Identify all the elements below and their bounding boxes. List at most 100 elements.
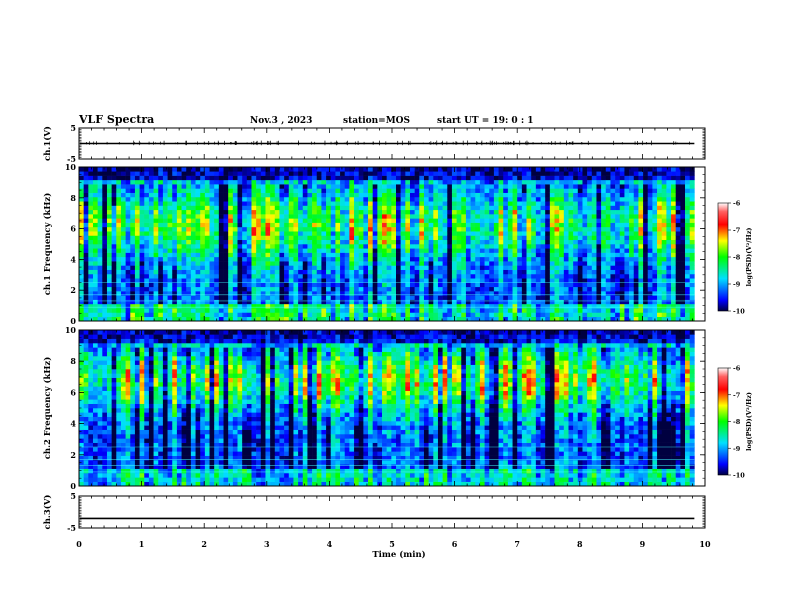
ch1-spectrogram-cell <box>601 184 606 189</box>
ch1-spectrogram-cell <box>172 278 177 283</box>
ch1-spectrogram-cell <box>140 257 145 262</box>
ch1-spectrogram-cell <box>457 197 462 202</box>
ch1-spectrogram-cell <box>251 261 256 266</box>
ch1-spectrogram-cell <box>349 193 354 198</box>
ch1-spectrogram-cell <box>321 248 326 253</box>
ch1-spectrogram-cell <box>191 304 196 309</box>
ch1-spectrogram-cell <box>130 244 135 249</box>
ch1-spectrogram-cell <box>275 300 280 305</box>
ch1-spectrogram-cell <box>340 283 345 288</box>
ch1-spectrogram-cell <box>331 283 336 288</box>
ch1-spectrogram-cell <box>331 231 336 236</box>
ch1-spectrogram-cell <box>648 167 653 172</box>
ch1-spectrogram-cell <box>405 180 410 185</box>
ch1-spectrogram-cell <box>345 295 350 300</box>
ch1-spectrogram-cell <box>624 167 629 172</box>
ch1-spectrogram-cell <box>415 278 420 283</box>
ch1-spectrogram-cell <box>643 248 648 253</box>
ch1-spectrogram-cell <box>354 274 359 279</box>
ch1-spectrogram-cell <box>615 193 620 198</box>
ch1-spectrogram-cell <box>84 308 89 313</box>
ch1-spectrogram-cell <box>419 261 424 266</box>
ch1-spectrogram-cell <box>559 270 564 275</box>
ch1-spectrogram-cell <box>158 261 163 266</box>
ch1-spectrogram-cell <box>517 287 522 292</box>
ch1-spectrogram-cell <box>307 295 312 300</box>
ch1-spectrogram-cell <box>391 287 396 292</box>
ch1-spectrogram-cell <box>457 223 462 228</box>
ch1-spectrogram-cell <box>228 287 233 292</box>
ch1-spectrogram-cell <box>592 180 597 185</box>
ch1-spectrogram-cell <box>93 312 98 317</box>
ch1-spectrogram-cell <box>377 244 382 249</box>
ch1-spectrogram-cell <box>666 261 671 266</box>
ch1-spectrogram-cell <box>433 171 438 176</box>
ch1-spectrogram-cell <box>121 197 126 202</box>
ch1-spectrogram-cell <box>144 235 149 240</box>
ch1-spectrogram-cell <box>499 201 504 206</box>
ch1-spectrogram-cell <box>112 167 117 172</box>
ch1-spectrogram-cell <box>228 283 233 288</box>
ch1-spectrogram-cell <box>112 201 117 206</box>
ch1-spectrogram-cell <box>219 253 224 258</box>
ch1-spectrogram-cell <box>606 206 611 211</box>
ch1-spectrogram-cell <box>345 176 350 181</box>
ch1-spectrogram-cell <box>596 206 601 211</box>
ch1-spectrogram-cell <box>354 257 359 262</box>
ch1-spectrogram-cell <box>466 270 471 275</box>
ch1-spectrogram-cell <box>233 261 238 266</box>
ch1-spectrogram-cell <box>228 295 233 300</box>
ch1-spectrogram-cell <box>433 235 438 240</box>
ch1-spectrogram-cell <box>126 244 131 249</box>
ch1-spectrogram-cell <box>410 240 415 245</box>
ch1-spectrogram-cell <box>401 287 406 292</box>
ch1-spectrogram-cell <box>270 295 275 300</box>
ch1-spectrogram-cell <box>541 244 546 249</box>
ch1-spectrogram-cell <box>205 223 210 228</box>
ch1-spectrogram-cell <box>321 287 326 292</box>
ch1-spectrogram-cell <box>205 274 210 279</box>
ch1-spectrogram-cell <box>545 308 550 313</box>
ch1-spectrogram-cell <box>321 193 326 198</box>
ch1-spectrogram-cell <box>149 201 154 206</box>
ch1-spectrogram-cell <box>349 253 354 258</box>
ch1-spectrogram-cell <box>471 257 476 262</box>
ch1-spectrogram-cell <box>303 248 308 253</box>
ch1-spectrogram-cell <box>429 240 434 245</box>
ch1-spectrogram-cell <box>541 214 546 219</box>
ch1-spectrogram-cell <box>382 167 387 172</box>
ch1-spectrogram-cell <box>377 223 382 228</box>
ch1-spectrogram-cell <box>475 176 480 181</box>
ch1-spectrogram-cell <box>545 248 550 253</box>
ch1-spectrogram-cell <box>541 184 546 189</box>
ch1-spectrogram-cell <box>158 240 163 245</box>
ch1-spectrogram-cell <box>508 231 513 236</box>
ch1-spectrogram-cell <box>158 214 163 219</box>
ch1-spectrogram-cell <box>135 248 140 253</box>
ch1-spectrogram-cell <box>335 206 340 211</box>
ch1-spectrogram-cell <box>256 214 261 219</box>
ch1-spectrogram-cell <box>135 257 140 262</box>
ch1-spectrogram-cell <box>284 240 289 245</box>
ch1-spectrogram-cell <box>88 257 93 262</box>
ch1-spectrogram-cell <box>573 206 578 211</box>
ch1-spectrogram-cell <box>177 210 182 215</box>
ch1-spectrogram-cell <box>527 197 532 202</box>
ch1-spectrogram-cell <box>382 184 387 189</box>
ch1-spectrogram-cell <box>340 171 345 176</box>
ch1-spectrogram-cell <box>126 188 131 193</box>
ch1-spectrogram-cell <box>648 287 653 292</box>
ch1-spectrogram-cell <box>98 253 103 258</box>
ch1-spectrogram-cell <box>200 193 205 198</box>
ch1-spectrogram-cell <box>163 270 168 275</box>
ch1-spectrogram-cell <box>559 274 564 279</box>
ch1-spectrogram-cell <box>438 223 443 228</box>
ch1-spectrogram-cell <box>433 244 438 249</box>
ch1-spectrogram-cell <box>559 257 564 262</box>
ch1-spectrogram-cell <box>349 218 354 223</box>
ch1-spectrogram-cell <box>480 188 485 193</box>
ch1-spectrogram-cell <box>93 218 98 223</box>
ch1-spectrogram-cell <box>620 248 625 253</box>
ch1-spectrogram-cell <box>261 283 266 288</box>
ch1-spectrogram-cell <box>363 176 368 181</box>
